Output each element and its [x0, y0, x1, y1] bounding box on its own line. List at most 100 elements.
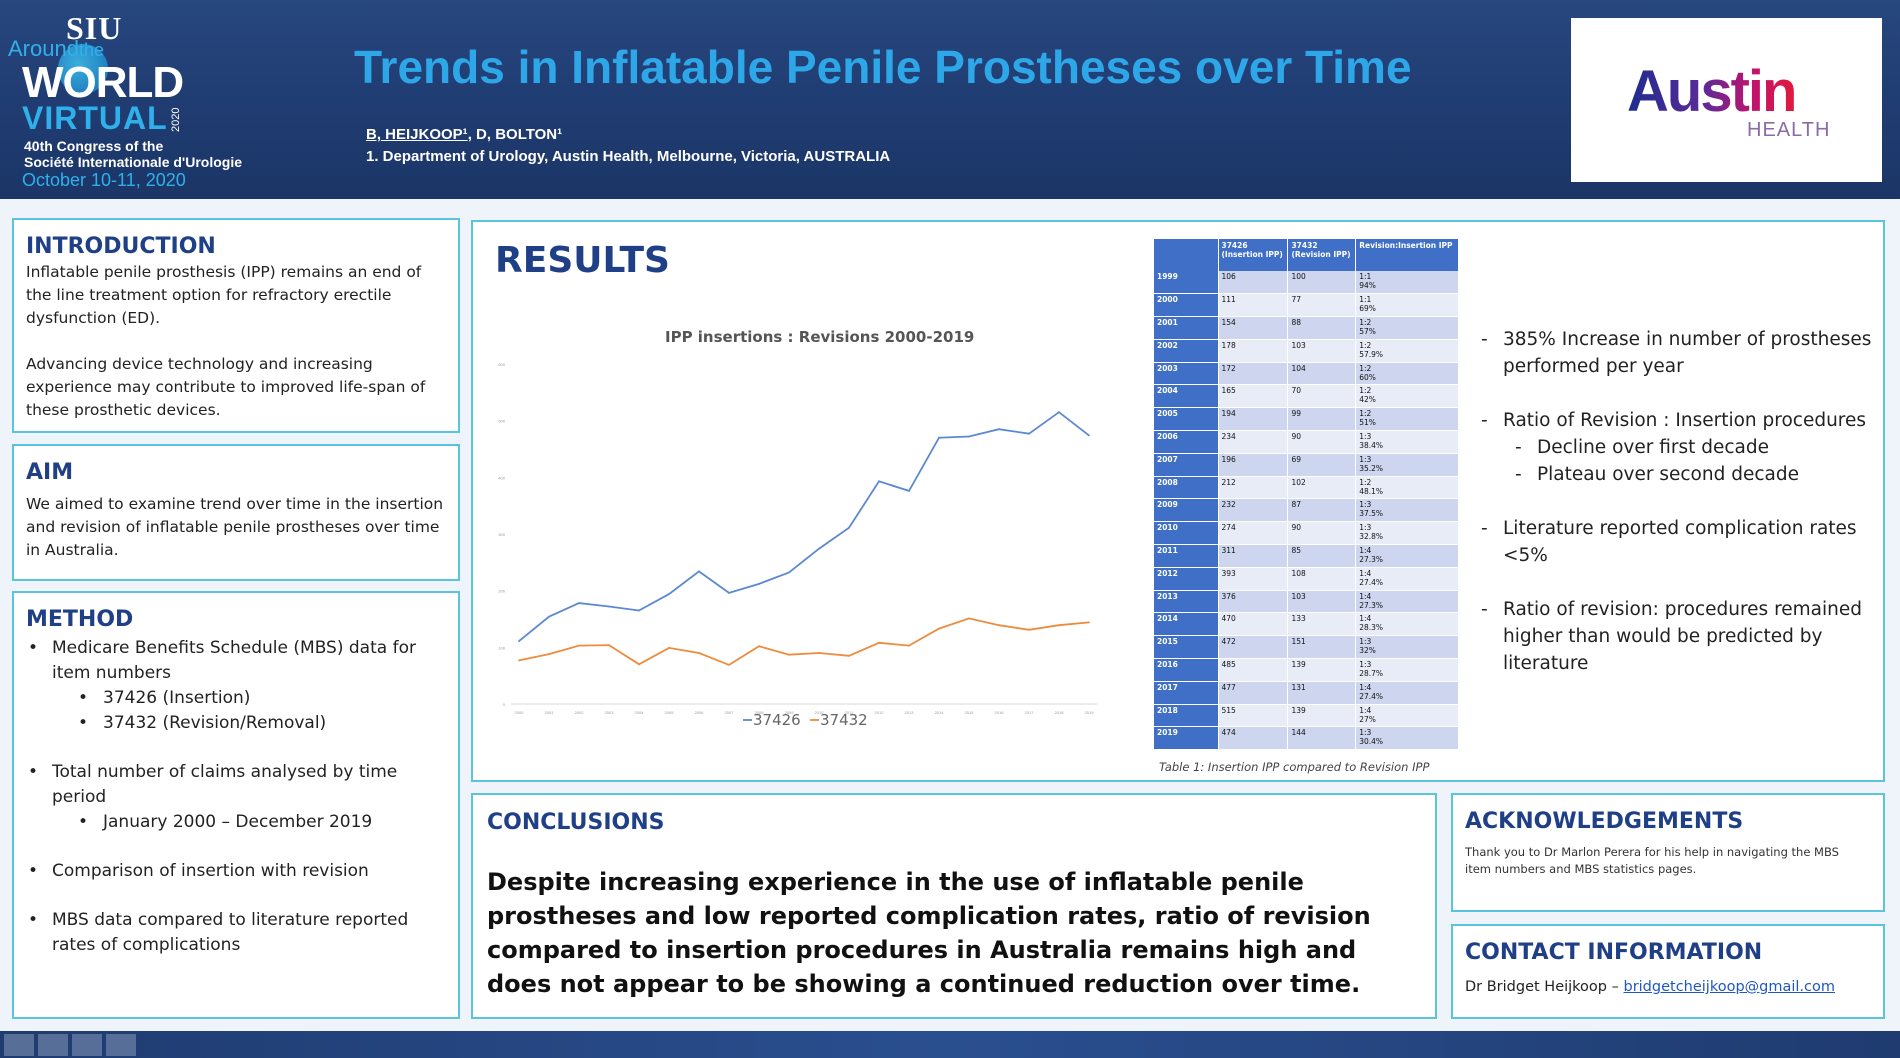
data-point-37432 [968, 617, 970, 620]
table-cell: 376 [1218, 590, 1289, 614]
results-panel: RESULTS IPP insertions : Revisions 2000-… [471, 220, 1885, 782]
speaker-thumbnail [106, 1034, 136, 1056]
data-point-37426 [938, 436, 940, 439]
table-year-cell: 2010 [1154, 521, 1219, 546]
table-header-cell: 37432 (Revision IPP) [1287, 239, 1357, 271]
siu-congress-date: October 10-11, 2020 [22, 170, 186, 190]
y-tick-label: 0 [503, 702, 506, 707]
table-year-cell: 2009 [1154, 498, 1219, 523]
austin-health-logo: Austin HEALTH [1571, 18, 1882, 182]
results-subbullet: Plateau over second decade [1481, 461, 1881, 488]
data-point-37432 [1028, 628, 1030, 631]
y-tick-label: 200 [498, 589, 505, 594]
table-year-cell: 2004 [1154, 384, 1219, 409]
table-year-cell: 2006 [1154, 430, 1219, 454]
contact-email-link[interactable]: bridgetcheijkoop@gmail.com [1623, 979, 1836, 995]
data-point-37432 [1088, 621, 1090, 624]
results-bullets: 385% Increase in number of prostheses pe… [1481, 326, 1881, 677]
table-cell: 178 [1218, 339, 1289, 363]
table-row: 2005 194 99 1:2 51% [1154, 407, 1459, 432]
contact-panel: CONTACT INFORMATION Dr Bridget Heijkoop … [1451, 924, 1885, 1019]
siu-logo-top: SIU [66, 10, 123, 46]
method-list: Medicare Benefits Schedule (MBS) data fo… [26, 636, 436, 958]
x-tick-label: 2018 [1055, 710, 1065, 715]
data-point-37432 [848, 654, 850, 657]
table-cell: 69 [1287, 453, 1357, 477]
table-year-cell: 2016 [1154, 658, 1219, 682]
table-cell: 172 [1218, 362, 1289, 386]
table-cell: 474 [1218, 726, 1289, 751]
table-year-cell: 2014 [1154, 612, 1219, 637]
table-ratio-cell: 1:2 60% [1355, 362, 1459, 386]
table-cell: 108 [1287, 567, 1357, 591]
speaker-thumbnail [38, 1034, 68, 1056]
aim-text: We aimed to examine trend over time in t… [26, 495, 444, 559]
table-cell: 87 [1287, 498, 1357, 523]
table-year-cell: 2019 [1154, 726, 1219, 751]
data-point-37426 [998, 428, 1000, 431]
data-point-37432 [668, 647, 670, 649]
table-year-cell: 2002 [1154, 339, 1219, 363]
data-point-37426 [638, 609, 640, 612]
y-tick-label: 500 [498, 419, 505, 424]
table-year-cell: 2003 [1154, 362, 1219, 386]
data-point-37432 [578, 644, 580, 647]
table-cell: 77 [1287, 293, 1357, 318]
table-cell: 311 [1218, 544, 1289, 568]
table-row: 2017 477 131 1:4 27.4% [1154, 681, 1459, 705]
data-point-37426 [548, 615, 550, 618]
x-tick-label: 2001 [545, 710, 555, 715]
data-point-37426 [728, 592, 730, 594]
x-tick-label: 2008 [755, 710, 765, 715]
series-line-37426 [518, 411, 1090, 642]
results-bullet: Ratio of Revision : Insertion procedures [1481, 407, 1881, 434]
table-cell: 90 [1287, 430, 1357, 454]
table-year-cell: 2012 [1154, 567, 1219, 591]
conclusions-heading: CONCLUSIONS [487, 810, 665, 835]
table-row: 2010 274 90 1:3 32.8% [1154, 521, 1459, 546]
table-cell: 154 [1218, 316, 1289, 340]
data-point-37426 [698, 570, 700, 573]
table-cell: 104 [1287, 362, 1357, 386]
table-year-cell: 2005 [1154, 407, 1219, 432]
table-cell: 103 [1287, 590, 1357, 614]
table-header-cell: Revision:Insertion IPP [1355, 239, 1459, 271]
table-ratio-cell: 1:3 37.5% [1355, 498, 1459, 523]
data-point-37426 [758, 582, 760, 585]
table-row: 2014 470 133 1:4 28.3% [1154, 612, 1459, 637]
data-point-37426 [1058, 411, 1060, 414]
method-item: MBS data compared to literature reported… [26, 908, 436, 958]
results-bullet: Literature reported complication rates <… [1481, 515, 1881, 569]
data-point-37432 [698, 652, 700, 654]
table-row: 2009 232 87 1:3 37.5% [1154, 498, 1459, 523]
siu-logo-around: Aroundthe [8, 36, 104, 61]
data-point-37432 [1058, 624, 1060, 627]
aim-panel: AIM We aimed to examine trend over time … [12, 444, 460, 581]
data-point-37432 [998, 624, 1000, 627]
method-item: Comparison of insertion with revision [26, 859, 436, 884]
table-header-cell [1154, 239, 1219, 271]
x-tick-label: 2000 [515, 710, 525, 715]
aim-heading: AIM [26, 460, 74, 485]
method-subitem: 37426 (Insertion) [26, 686, 436, 711]
table-ratio-cell: 1:4 27.4% [1355, 681, 1459, 705]
table-row: 2001 154 88 1:2 57% [1154, 316, 1459, 340]
table-cell: 139 [1287, 704, 1357, 728]
acknowledgements-heading: ACKNOWLEDGEMENTS [1465, 809, 1744, 834]
results-subbullet: Decline over first decade [1481, 434, 1881, 461]
method-item: Medicare Benefits Schedule (MBS) data fo… [26, 636, 436, 686]
table-cell: 99 [1287, 407, 1357, 432]
introduction-paragraph-1: Inflatable penile prosthesis (IPP) remai… [26, 263, 422, 327]
table-year-cell: 2008 [1154, 476, 1219, 500]
table-ratio-cell: 1:3 32% [1355, 635, 1459, 660]
data-point-37432 [638, 663, 640, 666]
conclusions-text: Despite increasing experience in the use… [487, 868, 1371, 998]
table-cell: 151 [1287, 635, 1357, 660]
table-row: 1999 106 100 1:1 94% [1154, 271, 1459, 295]
data-point-37426 [968, 435, 970, 438]
results-bullet: Ratio of revision: procedures remained h… [1481, 596, 1881, 677]
table-ratio-cell: 1:4 27.3% [1355, 544, 1459, 568]
contact-heading: CONTACT INFORMATION [1465, 940, 1763, 965]
y-tick-label: 600 [498, 362, 505, 367]
table-ratio-cell: 1:4 27.3% [1355, 590, 1459, 614]
